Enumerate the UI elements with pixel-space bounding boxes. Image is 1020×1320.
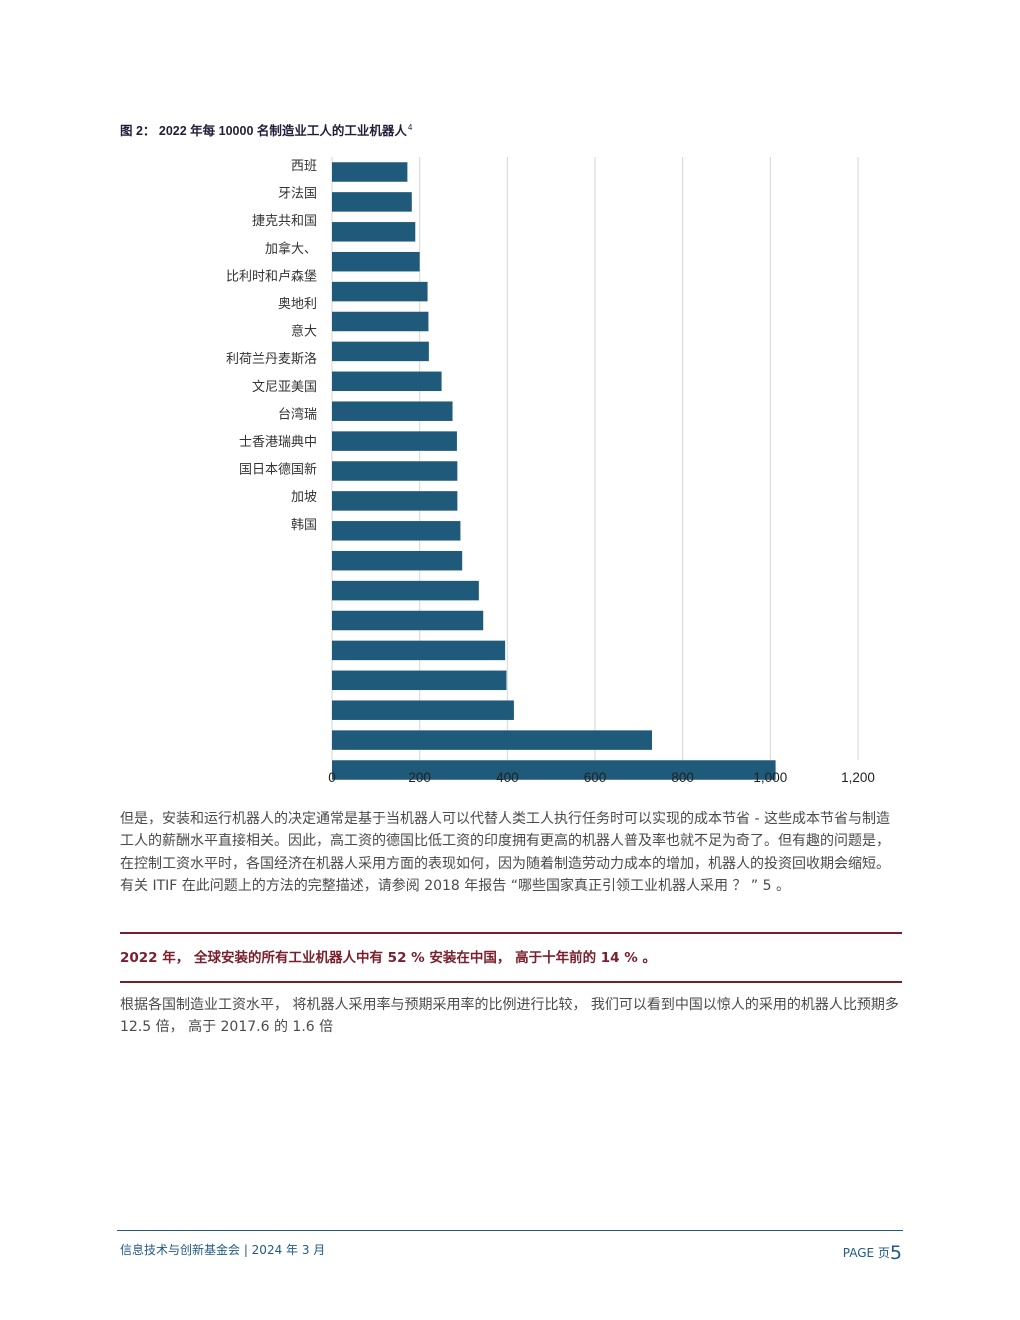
bar [332, 251, 420, 272]
callout-rule-bottom [120, 981, 902, 983]
bar [332, 401, 453, 421]
bar [332, 431, 457, 451]
bars [332, 162, 776, 780]
bar [332, 491, 458, 511]
category-labels: 西班牙法国捷克共和国加拿大、比利时和卢森堡奥地利意大利荷兰丹麦斯洛文尼亚美国台湾… [226, 159, 317, 533]
bar [332, 760, 776, 780]
bar [332, 730, 652, 750]
bar [332, 670, 507, 691]
body-paragraph-1: 但是，安装和运行机器人的决定通常是基于当机器人可以代替人类工人执行任务时可以实现… [120, 811, 890, 894]
bar [332, 461, 458, 481]
gridlines [331, 157, 859, 760]
page-label: PAGE 页 [842, 1246, 890, 1260]
footnote-mark: 4 [407, 122, 413, 132]
bar [332, 550, 463, 571]
bar [332, 521, 461, 541]
bar [332, 371, 442, 392]
callout-rule-top [120, 932, 902, 934]
bar [332, 640, 506, 661]
bar [332, 580, 479, 601]
bar [332, 162, 408, 182]
bar [332, 311, 429, 332]
bar [332, 341, 429, 362]
x-tick-label: 1,200 [841, 770, 875, 785]
body-paragraph-2: 根据各国制造业工资水平， 将机器人采用率与预期采用率的比例进行比较， 我们可以看… [120, 997, 899, 1036]
x-tick-label: 0 [328, 770, 336, 785]
footer-page: PAGE 页5 [843, 1242, 902, 1264]
category-label: 国日本德国新 [239, 462, 317, 478]
category-label: 牙法国 [278, 187, 317, 202]
category-label: 西班 [291, 159, 317, 174]
category-label: 奥地利 [278, 297, 317, 312]
bar [332, 222, 416, 242]
x-tick-label: 800 [671, 770, 694, 785]
x-tick-label: 1,000 [753, 770, 787, 785]
footer-rule [117, 1230, 903, 1231]
category-label: 比利时和卢森堡 [226, 268, 317, 284]
category-label: 台湾瑞 [278, 406, 317, 422]
category-label: 文尼亚美国 [252, 380, 317, 395]
page-number: 5 [889, 1242, 902, 1264]
x-tick-label: 400 [496, 770, 519, 785]
figure-title-text: 图 2： 2022 年每 10000 名制造业工人的工业机器人 [120, 124, 407, 138]
bar [332, 192, 412, 212]
category-label: 加坡 [291, 490, 317, 505]
footer-organization: 信息技术与创新基金会 | 2024 年 3 月 [120, 1243, 326, 1257]
category-label: 加拿大、 [265, 241, 317, 257]
x-tick-label: 200 [408, 770, 431, 785]
figure-title: 图 2： 2022 年每 10000 名制造业工人的工业机器人4 [120, 120, 412, 139]
bar [332, 700, 514, 720]
x-tick-label: 600 [584, 770, 607, 785]
callout-text: 2022 年， 全球安装的所有工业机器人中有 52 % 安装在中国， 高于十年前… [120, 950, 656, 966]
category-label: 捷克共和国 [252, 214, 317, 229]
bar [332, 610, 484, 631]
category-label: 韩国 [291, 518, 317, 533]
x-tick-labels: 0 200 400 600 800 1,000 1,200 [328, 770, 875, 785]
category-label: 利荷兰丹麦斯洛 [226, 352, 317, 367]
bar [332, 281, 428, 302]
category-label: 意大 [291, 324, 317, 340]
category-label: 士香港瑞典中 [239, 435, 317, 450]
bar-chart: 西班牙法国捷克共和国加拿大、比利时和卢森堡奥地利意大利荷兰丹麦斯洛文尼亚美国台湾… [226, 157, 875, 785]
